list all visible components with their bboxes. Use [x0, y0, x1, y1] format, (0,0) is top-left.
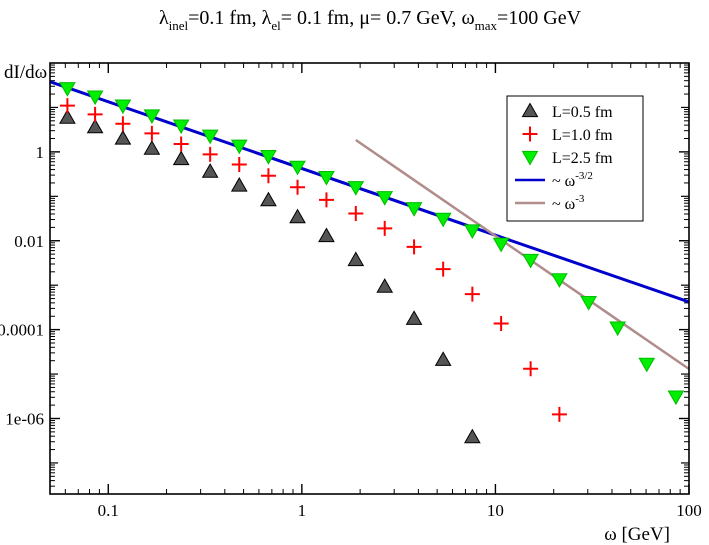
title-omega: ω	[461, 7, 474, 29]
data-point	[143, 140, 161, 155]
legend-marker	[521, 150, 539, 166]
data-markers	[59, 82, 685, 444]
title-lambda: λ	[159, 7, 169, 29]
data-point	[522, 253, 539, 269]
plot-area	[49, 80, 690, 444]
data-point	[347, 181, 365, 196]
data-point	[86, 90, 104, 106]
data-point	[144, 125, 160, 141]
data-point	[143, 109, 161, 124]
y-tick-label: 0.0001	[0, 321, 44, 340]
data-point	[172, 119, 190, 135]
legend-marker	[522, 126, 538, 142]
x-tick-label: 0.1	[98, 501, 119, 520]
x-tick-label: 1	[298, 501, 307, 520]
legend-marker	[521, 102, 539, 118]
data-point	[114, 99, 132, 115]
data-point	[173, 136, 189, 152]
data-point	[463, 224, 481, 240]
data-point	[638, 357, 656, 373]
series-1	[59, 109, 481, 444]
data-point	[114, 129, 132, 145]
major-ticks	[50, 63, 690, 494]
data-point	[551, 406, 567, 422]
data-point	[86, 118, 104, 134]
y-tick-label: 1e-06	[5, 410, 44, 429]
title-max-sub: max	[475, 18, 498, 33]
data-point	[405, 202, 423, 217]
title-part1: =0.1 fm,	[188, 7, 262, 29]
series-2	[59, 98, 567, 422]
data-point	[201, 163, 219, 178]
data-point	[59, 82, 76, 97]
title-el-sub: el	[271, 18, 281, 33]
legend-items: L=0.5 fm L=1.0 fm L=2.5 fm ~ ω-3/2 ~ ω-3	[515, 102, 613, 213]
data-point	[377, 220, 393, 236]
title-part3: = 0.7 GeV,	[370, 7, 461, 29]
fit-line-omega-3-2	[49, 80, 690, 304]
y-tick-label: 0.01	[14, 232, 44, 251]
title-part4: =100 GeV	[497, 7, 582, 29]
legend-label: ~ ω-3/2	[552, 170, 593, 190]
title-mu: μ	[359, 7, 370, 29]
data-point	[434, 212, 452, 228]
chart-title: λinel=0.1 fm, λel= 0.1 fm, μ= 0.7 GeV, ω…	[159, 7, 582, 33]
x-axis-label: ω [GeV]	[604, 524, 670, 545]
data-point	[318, 171, 335, 186]
fit-lines	[49, 80, 690, 371]
series-3	[59, 82, 685, 406]
data-point	[348, 206, 364, 222]
data-point	[201, 129, 219, 145]
data-point	[290, 179, 306, 195]
data-point	[289, 208, 306, 224]
data-point	[376, 191, 394, 206]
y-axis-label: dI/dω	[4, 62, 47, 83]
data-point	[59, 98, 75, 114]
legend: L=0.5 fm L=1.0 fm L=2.5 fm ~ ω-3/2 ~ ω-3	[506, 95, 644, 222]
data-point	[580, 296, 597, 311]
data-point	[406, 239, 422, 255]
plot-frame	[49, 62, 690, 495]
data-point	[463, 428, 481, 444]
legend-label: ~ ω-3	[552, 193, 585, 213]
x-tick-label: 10	[487, 501, 504, 520]
data-point	[231, 156, 247, 172]
data-point	[347, 251, 365, 267]
legend-label: L=1.0 fm	[552, 127, 613, 144]
data-point	[609, 321, 627, 337]
data-point	[59, 109, 76, 124]
tick-labels: 0.1 1 10 100 1 0.01 0.0001 1e-06	[0, 143, 702, 520]
data-point	[551, 273, 568, 288]
data-point	[260, 150, 277, 165]
data-point	[492, 237, 510, 253]
title-part2: = 0.1 fm,	[281, 7, 360, 29]
data-point	[405, 310, 423, 325]
title-inel-sub: inel	[169, 18, 189, 33]
data-point	[115, 116, 131, 132]
data-point	[493, 316, 509, 332]
y-tick-label: 1	[36, 143, 45, 162]
data-point	[260, 168, 276, 184]
legend-label: L=2.5 fm	[552, 150, 613, 167]
data-point	[260, 191, 277, 207]
data-point	[376, 278, 394, 293]
data-point	[434, 351, 452, 366]
data-point	[523, 361, 539, 377]
data-point	[318, 227, 335, 243]
data-point	[435, 261, 451, 277]
data-point	[289, 160, 306, 176]
data-point	[667, 390, 685, 406]
data-point	[202, 146, 218, 162]
data-point	[230, 139, 248, 155]
data-point	[464, 286, 480, 302]
data-point	[230, 177, 248, 192]
data-point	[87, 106, 103, 122]
data-point	[318, 192, 334, 208]
legend-label: L=0.5 fm	[552, 104, 613, 121]
data-point	[172, 150, 190, 166]
x-tick-label: 100	[676, 501, 702, 520]
title-lambda-2: λ	[262, 7, 272, 29]
fit-line-omega-3	[355, 138, 690, 371]
